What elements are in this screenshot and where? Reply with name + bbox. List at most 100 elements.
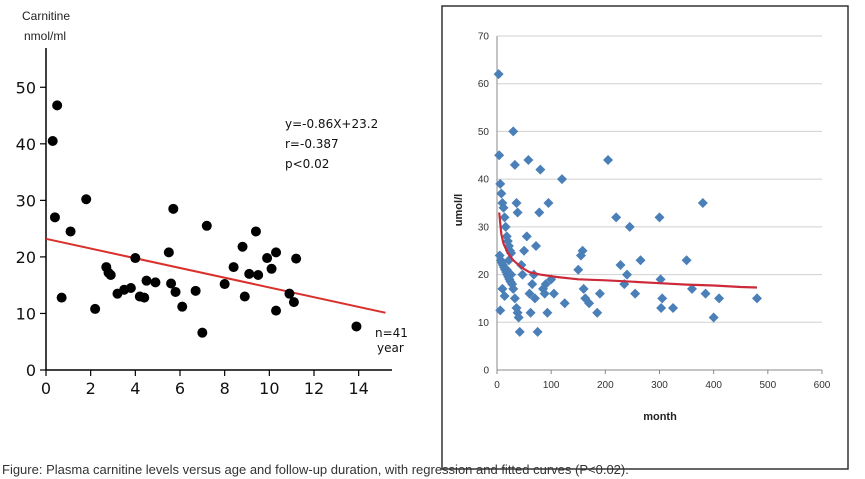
right-data-point [498, 202, 509, 213]
left-y-tick-label: 50 [16, 78, 36, 97]
right-data-point [656, 302, 667, 313]
figure-caption: Figure: Plasma carnitine levels versus a… [2, 462, 629, 477]
left-data-point [190, 285, 201, 296]
left-data-point [150, 277, 161, 288]
left-data-point [250, 226, 261, 237]
left-y-tick-label: 0 [26, 361, 36, 380]
left-data-point [239, 291, 250, 302]
right-data-point [657, 293, 668, 304]
right-x-tick-label: 500 [759, 380, 776, 391]
right-fit-curve [498, 212, 758, 289]
right-gridlines [497, 35, 822, 323]
left-x-tick-label: 4 [130, 379, 140, 398]
right-data-point [708, 312, 719, 323]
right-y-tick-label: 60 [478, 79, 490, 90]
left-data-point [139, 292, 150, 303]
right-xlabel: month [643, 411, 677, 423]
left-data-point [271, 247, 282, 258]
left-x-ticks: 0 2 4 6 8 10 12 14 [41, 370, 369, 398]
right-data-point [494, 150, 505, 161]
right-data-point [516, 260, 527, 271]
right-data-point [495, 178, 506, 189]
right-data-point [630, 288, 641, 299]
left-data-point [271, 305, 282, 316]
right-data-point [493, 69, 504, 80]
right-data-point [603, 155, 614, 166]
right-data-point [714, 293, 725, 304]
left-data-point [168, 203, 179, 214]
right-data-point [624, 221, 635, 232]
left-data-point [177, 301, 188, 312]
right-data-point [668, 302, 679, 313]
right-data-point [495, 305, 506, 316]
left-data-point [49, 212, 60, 223]
right-data-point [508, 283, 519, 294]
left-y-tick-label: 10 [16, 304, 36, 323]
right-data-point [542, 307, 553, 318]
right-data-point [508, 126, 519, 137]
right-x-tick-label: 400 [705, 380, 722, 391]
left-data-point [56, 292, 67, 303]
right-y-ticks: 0 10 20 30 40 50 60 70 [478, 32, 490, 377]
right-data-point [531, 240, 541, 251]
left-x-tick-label: 10 [259, 379, 279, 398]
right-data-point [523, 155, 534, 166]
right-data-point [622, 269, 632, 280]
right-data-point [594, 288, 605, 299]
right-data-point [534, 207, 545, 218]
right-data-point [655, 274, 666, 285]
right-chart: 0 10 20 30 40 50 60 70 0 100 200 300 400 500 600 umol… [441, 5, 849, 470]
right-data-point [524, 288, 535, 299]
right-data-point [700, 288, 711, 299]
left-data-point [262, 253, 273, 264]
right-data-point [509, 159, 520, 170]
right-data-point [577, 245, 588, 256]
left-data-point [47, 135, 58, 146]
right-data-point [557, 174, 567, 185]
left-ylabel-line1: Carnitine [22, 9, 70, 23]
right-x-ticks: 0 100 200 300 400 500 600 [494, 370, 831, 391]
left-y-tick-label: 40 [16, 135, 36, 154]
right-data-point [506, 269, 517, 280]
left-data-point [170, 286, 181, 297]
left-data-point [141, 275, 152, 286]
left-data-point [130, 253, 141, 264]
right-data-point [503, 255, 514, 266]
left-y-tick-label: 20 [16, 248, 36, 267]
right-data-point [615, 260, 626, 271]
left-x-tick-label: 6 [175, 379, 185, 398]
left-equation: y=-0.86X+23.2 [285, 117, 378, 131]
right-data-point [573, 264, 584, 275]
right-x-tick-label: 300 [651, 380, 668, 391]
left-data-point [288, 297, 299, 308]
left-y-tick-label: 30 [16, 191, 36, 210]
right-y-tick-label: 10 [478, 318, 490, 329]
right-data-point [517, 269, 528, 280]
left-ylabel-line2: nmol/ml [24, 29, 66, 43]
right-data-point [559, 298, 570, 309]
left-x-tick-label: 14 [348, 379, 368, 398]
right-data-point [654, 212, 665, 223]
right-x-tick-label: 200 [597, 380, 614, 391]
right-data-point [752, 293, 762, 304]
left-data-point [244, 268, 255, 279]
right-data-point [513, 312, 524, 323]
left-chart: Carnitine nmol/ml 0 10 20 30 40 50 0 2 4 6 8 10 12 1… [16, 9, 408, 398]
right-data-point [548, 288, 559, 299]
right-data-point [592, 307, 603, 318]
right-data-point [512, 207, 523, 218]
right-data-point [521, 231, 532, 242]
right-data-point [635, 255, 646, 266]
left-data-point [284, 288, 295, 299]
right-y-tick-label: 40 [478, 175, 490, 186]
right-ylabel: umol/l [453, 194, 465, 226]
left-data-point [125, 283, 136, 294]
left-data-point [197, 327, 208, 338]
right-x-tick-label: 600 [814, 380, 831, 391]
left-data-point [81, 194, 92, 205]
right-y-tick-label: 30 [478, 222, 490, 233]
left-x-tick-label: 12 [304, 379, 324, 398]
right-data-point [532, 326, 543, 337]
right-y-tick-label: 50 [478, 127, 490, 138]
